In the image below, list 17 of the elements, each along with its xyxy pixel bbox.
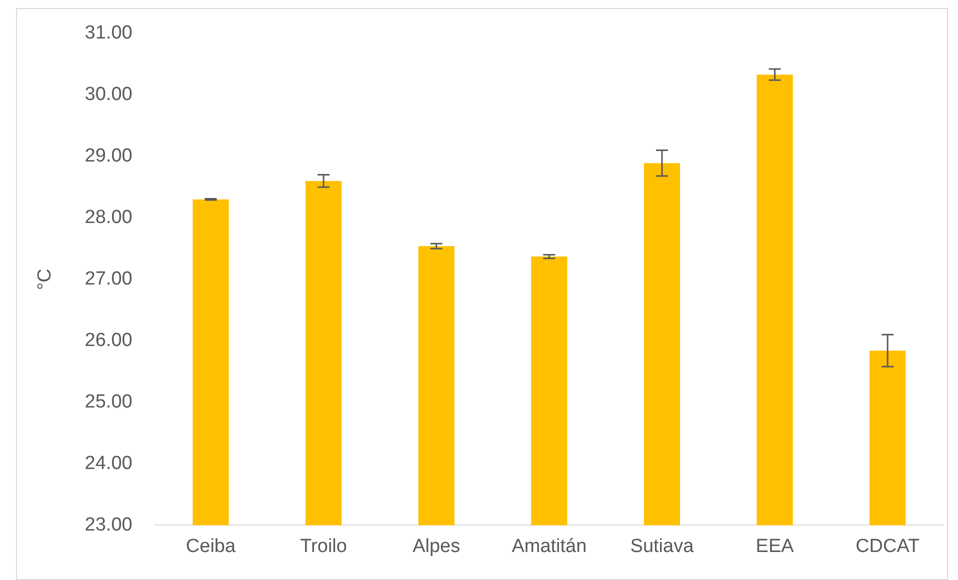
y-tick-label: 25.00 — [84, 391, 132, 412]
x-tick-label: Amatitán — [512, 536, 587, 557]
y-tick-label: 29.00 — [84, 146, 132, 167]
x-tick-label: CDCAT — [856, 536, 920, 557]
x-tick-label: Ceiba — [186, 536, 236, 557]
y-tick-label: 28.00 — [84, 207, 132, 228]
x-tick-label: Alpes — [412, 536, 460, 557]
x-tick-label: Troilo — [300, 536, 347, 557]
y-axis-title: °C — [34, 268, 56, 290]
x-tick-label: EEA — [756, 536, 794, 557]
y-tick-label: 24.00 — [84, 452, 132, 474]
y-tick-label: 27.00 — [84, 268, 132, 290]
x-tick-label: Sutiava — [630, 536, 694, 557]
y-tick-label: 23.00 — [84, 514, 132, 536]
y-tick-label: 30.00 — [84, 84, 132, 106]
y-tick-label: 31.00 — [84, 22, 132, 44]
y-tick-label: 26.00 — [84, 330, 132, 352]
